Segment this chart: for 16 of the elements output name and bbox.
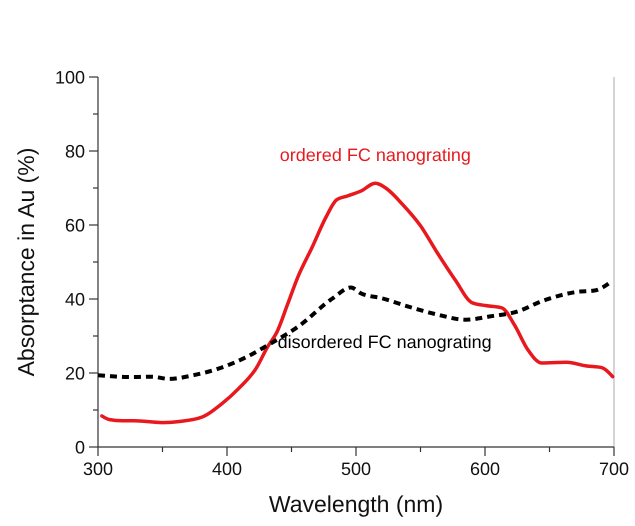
y-tick-label: 40 xyxy=(64,289,85,310)
x-axis-title: Wavelength (nm) xyxy=(268,491,444,517)
y-tick-label: 80 xyxy=(64,141,85,162)
x-tick-label: 400 xyxy=(212,459,242,479)
y-tick-label: 60 xyxy=(64,215,85,236)
x-tick-label: 600 xyxy=(470,459,500,479)
x-tick-label: 500 xyxy=(340,459,372,479)
series-label: ordered FC nanograting xyxy=(280,145,471,166)
y-tick-label: 20 xyxy=(64,363,85,384)
y-tick-label: 100 xyxy=(54,67,85,88)
x-tick-label: 300 xyxy=(82,459,114,479)
x-tick-label: 700 xyxy=(598,459,630,479)
y-tick-label: 0 xyxy=(74,437,85,458)
y-axis-title: Absorptance in Au (%) xyxy=(13,148,39,376)
line-series xyxy=(100,181,614,424)
series-label: disordered FC nanograting xyxy=(278,332,492,352)
